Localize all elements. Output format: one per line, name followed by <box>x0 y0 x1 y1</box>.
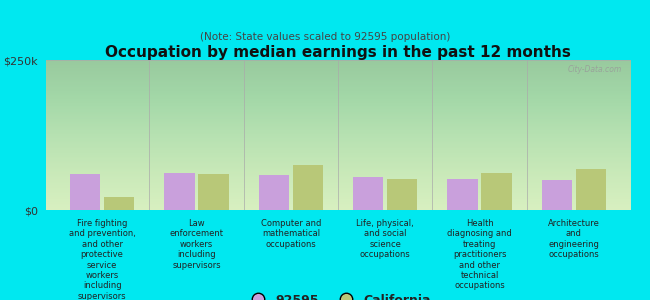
Bar <box>198 174 229 210</box>
Text: (Note: State values scaled to 92595 population): (Note: State values scaled to 92595 popu… <box>200 32 450 41</box>
Bar <box>164 173 194 210</box>
Text: City-Data.com: City-Data.com <box>567 64 621 74</box>
Bar <box>482 173 512 210</box>
Bar <box>353 177 384 210</box>
Bar <box>447 179 478 210</box>
Bar <box>292 165 323 210</box>
Title: Occupation by median earnings in the past 12 months: Occupation by median earnings in the pas… <box>105 45 571 60</box>
Bar <box>576 169 606 210</box>
Legend: 92595, California: 92595, California <box>240 289 436 300</box>
Bar <box>387 179 417 210</box>
Bar <box>104 197 134 210</box>
Bar <box>259 175 289 210</box>
Bar <box>542 180 572 210</box>
Bar <box>70 174 100 210</box>
